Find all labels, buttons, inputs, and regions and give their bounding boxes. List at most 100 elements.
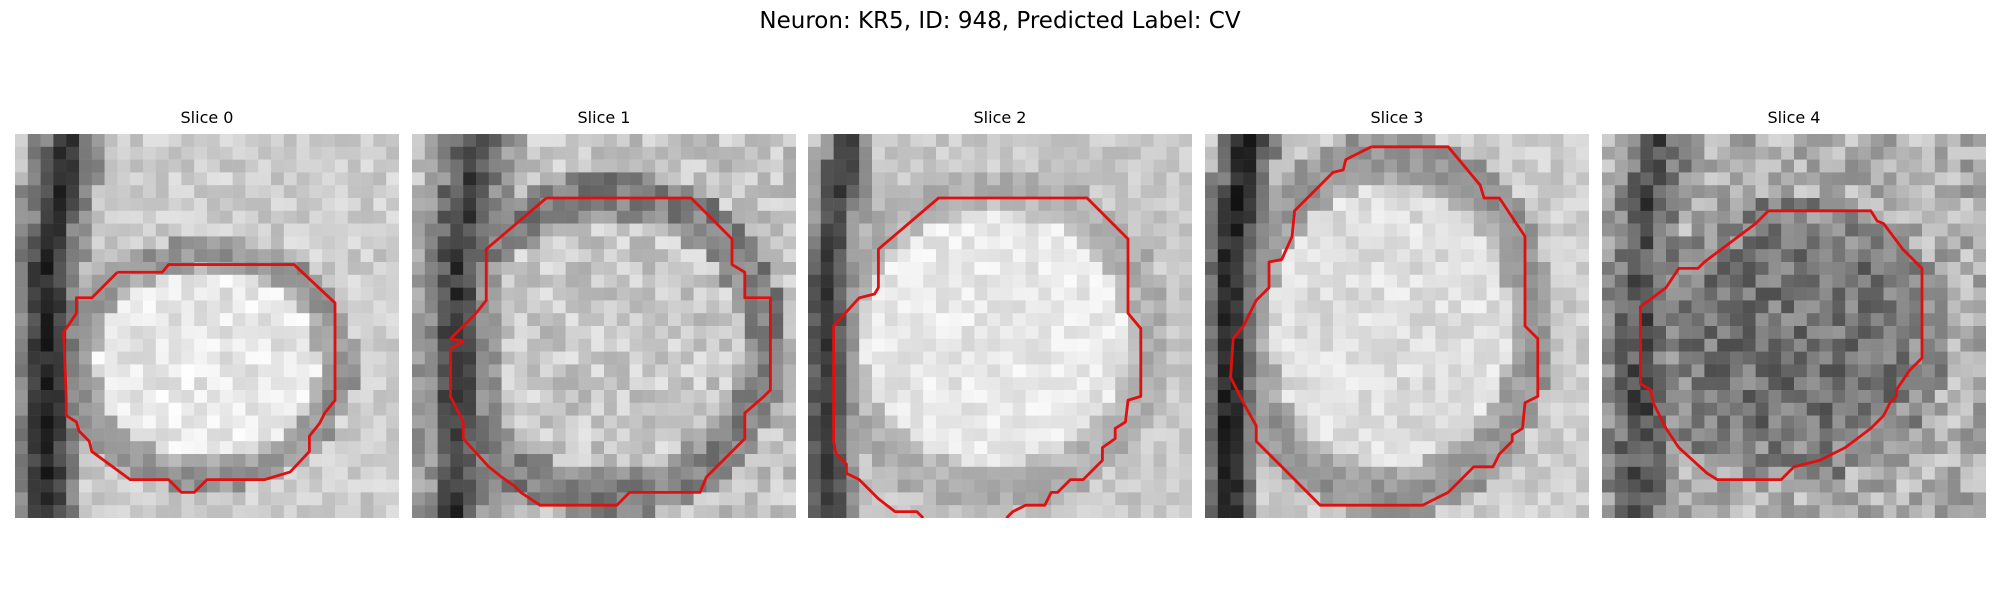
pixel — [1858, 454, 1872, 468]
pixel — [1166, 249, 1180, 263]
pixel — [1755, 364, 1769, 378]
pixel — [1883, 313, 1897, 327]
pixel — [1217, 198, 1231, 212]
pixel — [181, 479, 195, 493]
pixel — [540, 313, 554, 327]
pixel — [271, 287, 285, 301]
pixel — [1653, 198, 1667, 212]
pixel — [1653, 223, 1667, 237]
pixel — [1832, 172, 1846, 186]
pixel — [463, 223, 477, 237]
pixel — [1960, 505, 1974, 518]
pixel — [1794, 415, 1808, 429]
pixel — [1525, 134, 1539, 148]
pixel — [1128, 415, 1142, 429]
pixel — [1089, 262, 1103, 276]
pixel — [271, 377, 285, 391]
pixel — [1128, 428, 1142, 442]
pixel — [181, 159, 195, 173]
pixel — [527, 172, 541, 186]
pixel — [1627, 492, 1641, 506]
pixel — [296, 454, 310, 468]
pixel — [948, 198, 962, 212]
pixel — [1858, 287, 1872, 301]
pixel — [1320, 134, 1334, 148]
pixel — [961, 402, 975, 416]
pixel — [207, 428, 221, 442]
pixel — [1166, 262, 1180, 276]
pixel — [1281, 479, 1295, 493]
pixel — [923, 223, 937, 237]
pixel — [783, 466, 796, 480]
pixel — [335, 146, 349, 160]
pixel — [207, 326, 221, 340]
pixel — [744, 210, 758, 224]
pixel — [974, 134, 988, 148]
pixel — [719, 351, 733, 365]
pixel — [1832, 364, 1846, 378]
pixel — [1537, 479, 1551, 493]
pixel — [1806, 402, 1820, 416]
pixel — [1576, 390, 1589, 404]
pixel — [820, 441, 834, 455]
pixel — [540, 223, 554, 237]
pixel — [1525, 441, 1539, 455]
pixel — [1384, 274, 1398, 288]
pixel — [1525, 146, 1539, 160]
pixel — [936, 505, 950, 518]
pixel — [15, 185, 29, 199]
pixel — [1333, 466, 1347, 480]
pixel — [808, 210, 822, 224]
pixel — [757, 159, 771, 173]
pixel — [1678, 351, 1692, 365]
pixel — [207, 172, 221, 186]
pixel — [476, 198, 490, 212]
pixel — [527, 159, 541, 173]
pixel — [706, 441, 720, 455]
pixel — [1076, 505, 1090, 518]
pixel — [642, 466, 656, 480]
pixel — [923, 326, 937, 340]
pixel — [1691, 172, 1705, 186]
pixel — [271, 313, 285, 327]
pixel — [66, 428, 80, 442]
pixel — [1640, 351, 1654, 365]
pixel — [66, 351, 80, 365]
pixel — [1128, 249, 1142, 263]
pixel — [1025, 262, 1039, 276]
pixel — [322, 505, 336, 518]
pixel — [1128, 338, 1142, 352]
pixel — [1409, 479, 1423, 493]
pixel — [1243, 172, 1257, 186]
pixel — [783, 313, 796, 327]
pixel — [1909, 185, 1923, 199]
pixel — [1000, 454, 1014, 468]
pixel — [961, 466, 975, 480]
pixel — [1896, 198, 1910, 212]
pixel — [117, 159, 131, 173]
pixel — [1294, 262, 1308, 276]
pixel — [757, 210, 771, 224]
pixel — [565, 274, 579, 288]
pixel — [1012, 134, 1026, 148]
pixel — [1819, 364, 1833, 378]
pixel — [591, 415, 605, 429]
pixel — [1691, 377, 1705, 391]
pixel — [1076, 326, 1090, 340]
pixel — [1448, 338, 1462, 352]
pixel — [565, 505, 579, 518]
pixel — [540, 415, 554, 429]
pixel — [1576, 159, 1589, 173]
pixel — [1089, 479, 1103, 493]
pixel — [783, 415, 796, 429]
pixel — [463, 377, 477, 391]
pixel — [1691, 210, 1705, 224]
pixel — [1205, 274, 1219, 288]
pixel — [53, 300, 67, 314]
pixel — [565, 172, 579, 186]
pixel — [437, 262, 451, 276]
pixel — [1179, 441, 1192, 455]
pixel — [783, 236, 796, 250]
pixel — [884, 262, 898, 276]
pixel — [360, 364, 374, 378]
